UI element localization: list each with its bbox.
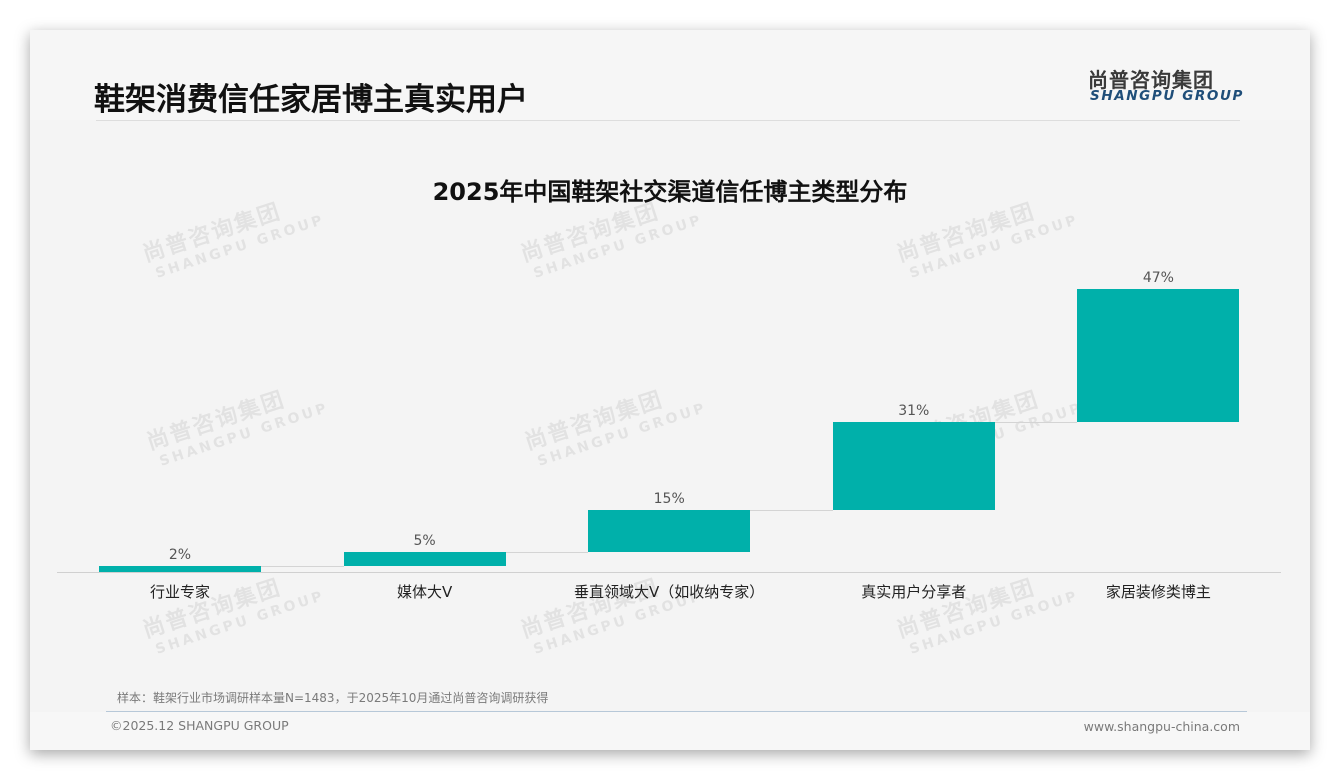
category-label: 行业专家 [149,583,210,601]
category-label: 真实用户分享者 [861,583,967,601]
title-divider [96,120,1240,121]
category-label: 媒体大V [396,583,453,601]
bar-value-label: 15% [653,490,685,507]
bar-value-label: 2% [168,547,192,564]
bar-value-label: 47% [1142,270,1174,286]
logo-text-en: SHANGPU GROUP [1090,88,1245,104]
bar-5 [1077,289,1240,422]
bar-2 [343,552,506,567]
waterfall-chart: 2% 行业专家 5% 媒体大V 15% 垂直领域大V（如收纳专家） 31% 真实用户分享者 47… [30,30,1310,750]
footer-band [30,712,1310,750]
waterfall-connector [505,552,589,554]
x-axis-baseline [57,572,1281,573]
page-title: 鞋架消费信任家居博主真实用户 [94,82,528,118]
website-text: www.shangpu-china.com [1083,719,1240,734]
footer-divider [106,711,1247,712]
header-band [30,30,1310,120]
waterfall-connector [994,422,1078,423]
logo-text-cn: 尚普咨询集团 [1088,68,1214,92]
chart-title: 2025年中国鞋架社交渠道信任博主类型分布 [432,178,908,206]
waterfall-connector [750,509,833,511]
category-label: 家居装修类博主 [1105,583,1211,601]
bar-4 [832,422,995,510]
category-label: 垂直领域大V（如收纳专家） [574,583,765,601]
sample-note: 样本：鞋架行业市场调研样本量N=1483，于2025年10月通过尚普咨询调研获得 [117,691,549,705]
bar-1 [99,566,261,572]
slide-card: 鞋架消费信任家居博主真实用户 尚普咨询集团 SHANGPU GROUP 尚普咨询… [30,30,1310,750]
bar-value-label: 31% [898,403,930,419]
bar-value-label: 5% [413,533,436,550]
waterfall-connector [261,566,344,568]
bar-3 [588,509,751,553]
copyright-text: ©2025.12 SHANGPU GROUP [110,718,289,733]
